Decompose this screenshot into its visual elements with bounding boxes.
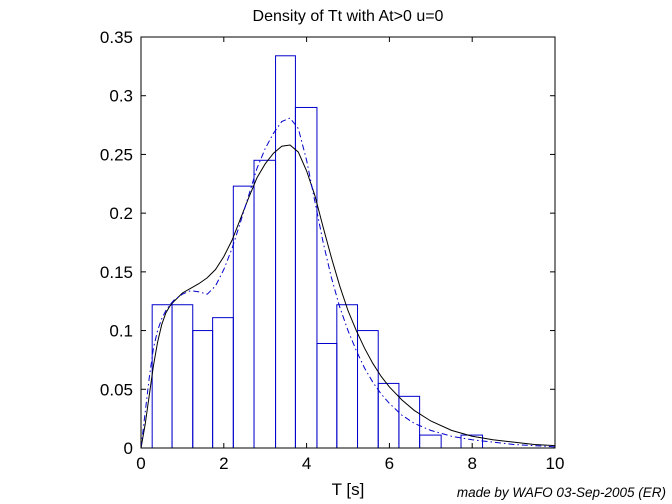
x-axis-ticks: 0 2 4 6 8 10 — [136, 37, 564, 473]
histogram-bar — [212, 317, 234, 449]
density-curve-solid — [140, 144, 556, 449]
x-tick-label: 0 — [136, 454, 145, 473]
chart-title: Density of Tt with At>0 u=0 — [253, 8, 444, 25]
x-tick-label: 6 — [385, 454, 394, 473]
histogram-bar — [398, 395, 421, 449]
x-tick-label: 4 — [302, 454, 311, 473]
y-tick-label: 0.2 — [109, 204, 133, 223]
y-tick-label: 0.35 — [100, 28, 133, 47]
credit-text: made by WAFO 03-Sep-2005 (ER) — [457, 485, 666, 500]
density-curve-dashdot — [140, 117, 556, 449]
histogram-bar — [253, 159, 277, 449]
x-tick-label: 10 — [546, 454, 565, 473]
x-axis-label: T [s] — [332, 480, 365, 499]
x-tick-label: 2 — [219, 454, 228, 473]
histogram-bar — [275, 55, 296, 449]
histogram-bar — [192, 330, 214, 449]
y-tick-label: 0.05 — [100, 380, 133, 399]
y-tick-label: 0.1 — [109, 322, 133, 341]
histogram-bar — [171, 304, 194, 449]
histogram-bar — [232, 185, 255, 449]
histogram-bar — [419, 434, 442, 449]
y-axis-ticks: 0 0.05 0.1 0.15 0.2 0.25 0.3 0.35 — [100, 28, 555, 458]
histogram — [151, 55, 484, 449]
histogram-bar — [357, 330, 379, 449]
y-tick-label: 0.3 — [109, 87, 133, 106]
histogram-bar — [151, 304, 173, 449]
density-curves — [140, 117, 556, 449]
y-tick-label: 0.15 — [100, 263, 133, 282]
y-tick-label: 0 — [124, 439, 133, 458]
x-tick-label: 8 — [467, 454, 476, 473]
histogram-bar — [316, 342, 338, 449]
plot-area-frame — [140, 36, 556, 449]
y-tick-label: 0.25 — [100, 145, 133, 164]
